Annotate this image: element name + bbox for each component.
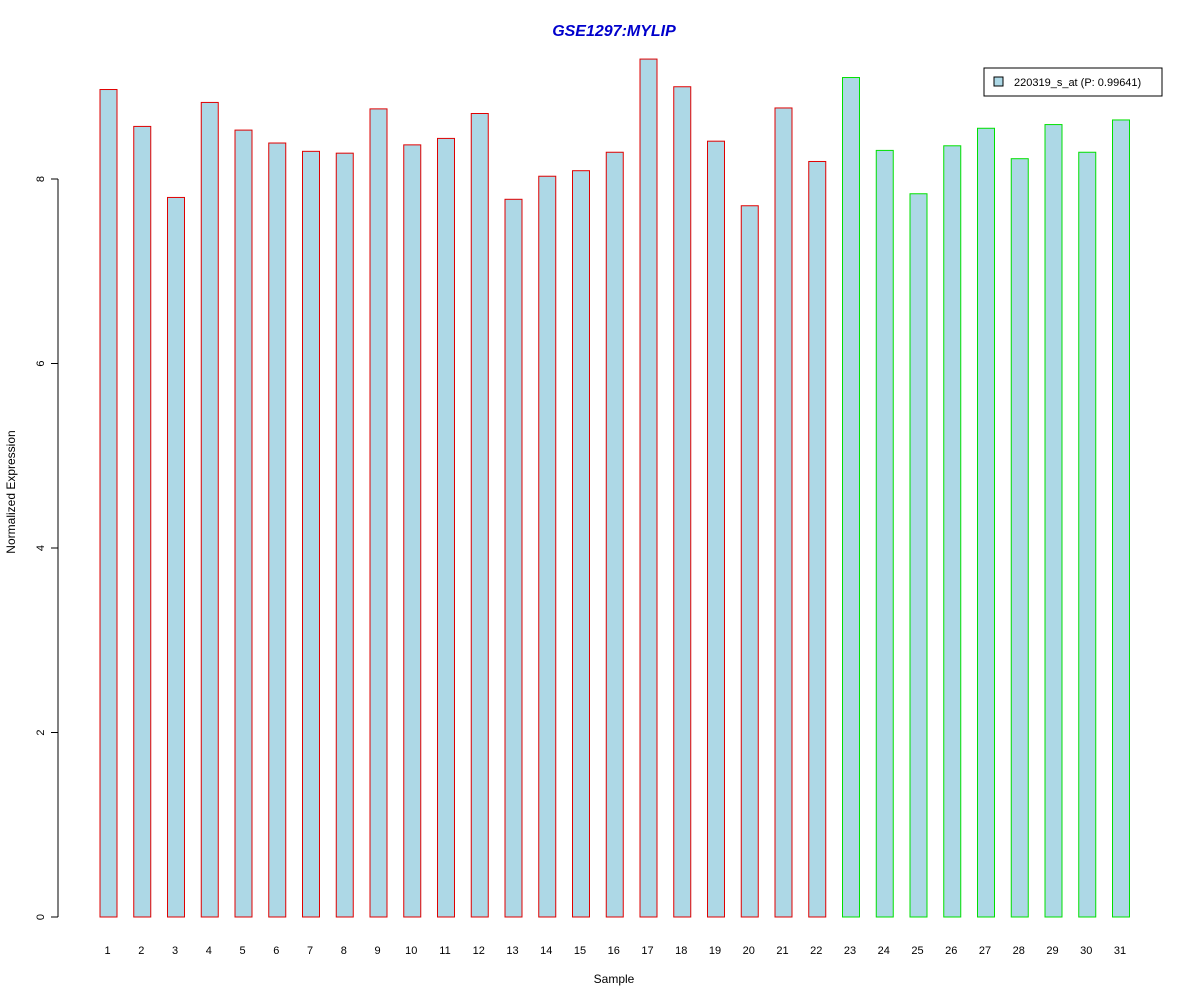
x-tick-label: 26 <box>945 945 957 957</box>
x-tick-label: 25 <box>911 945 923 957</box>
bar-sample-27 <box>977 127 995 918</box>
x-tick-label: 15 <box>574 945 586 957</box>
x-tick-label: 4 <box>206 945 212 957</box>
legend-box <box>983 67 1163 97</box>
bar-sample-25 <box>909 193 928 918</box>
bar-sample-21 <box>774 107 793 918</box>
bar-sample-31 <box>1112 119 1130 918</box>
x-tick-label: 27 <box>979 945 991 957</box>
bar-sample-6 <box>268 142 287 918</box>
y-tick-label: 4 <box>35 545 47 551</box>
bar-sample-1 <box>99 89 118 918</box>
bar-sample-29 <box>1044 124 1063 918</box>
x-tick-label: 14 <box>540 945 552 957</box>
bar-sample-2 <box>133 125 152 918</box>
bars <box>99 58 1130 918</box>
x-tick-label: 13 <box>506 945 518 957</box>
x-tick-label: 7 <box>307 945 313 957</box>
bar-sample-30 <box>1078 151 1097 918</box>
x-tick-label: 24 <box>878 945 890 957</box>
bar-sample-4 <box>200 101 219 918</box>
bar-sample-22 <box>808 160 827 918</box>
x-tick-label: 29 <box>1046 945 1058 957</box>
y-axis-label: Normalized Expression <box>4 430 18 553</box>
bar-sample-24 <box>875 149 894 918</box>
x-tick-label: 11 <box>439 945 450 957</box>
x-tick-label: 1 <box>104 945 110 957</box>
x-tick-label: 16 <box>608 945 620 957</box>
bar-sample-10 <box>403 144 422 918</box>
x-tick-label: 22 <box>810 945 822 957</box>
x-tick-label: 21 <box>776 945 788 957</box>
y-axis: 0 2 4 6 8 <box>35 176 59 920</box>
bar-sample-11 <box>437 137 455 918</box>
x-tick-label: 20 <box>743 945 755 957</box>
x-tick-label: 31 <box>1114 945 1126 957</box>
legend-swatch <box>993 76 1004 87</box>
bar-sample-14 <box>538 175 557 918</box>
bar-sample-19 <box>707 140 725 918</box>
bar-sample-9 <box>369 108 388 918</box>
bar-sample-8 <box>335 152 354 918</box>
x-axis-label: Sample <box>594 972 635 986</box>
chart-title: GSE1297:MYLIP <box>552 23 676 40</box>
x-tick-label: 6 <box>273 945 279 957</box>
bar-sample-23 <box>842 77 860 918</box>
bar-sample-7 <box>302 150 320 918</box>
legend: 220319_s_at (P: 0.99641) <box>983 67 1163 97</box>
bar-sample-26 <box>943 145 962 918</box>
x-tick-label: 5 <box>239 945 245 957</box>
bar-sample-3 <box>167 196 185 918</box>
x-tick-label: 12 <box>473 945 485 957</box>
x-tick-label: 9 <box>374 945 380 957</box>
y-tick-label: 0 <box>35 914 47 920</box>
y-tick-label: 8 <box>35 176 47 182</box>
bar-sample-13 <box>504 198 523 918</box>
bar-sample-16 <box>605 151 624 918</box>
y-tick-label: 6 <box>35 360 47 366</box>
x-tick-labels: 1 2 3 4 5 6 7 8 9 10 11 12 13 14 15 16 17 18 19 20 21 22 23 24 2… <box>104 945 1126 957</box>
bar-sample-17 <box>639 58 658 918</box>
bar-sample-15 <box>572 170 590 918</box>
x-tick-label: 2 <box>138 945 144 957</box>
y-tick-label: 2 <box>35 729 47 735</box>
bar-sample-20 <box>740 205 759 918</box>
x-tick-label: 28 <box>1013 945 1025 957</box>
x-tick-label: 30 <box>1080 945 1092 957</box>
x-tick-label: 18 <box>675 945 687 957</box>
x-tick-label: 3 <box>172 945 178 957</box>
x-tick-label: 8 <box>341 945 347 957</box>
bar-sample-5 <box>234 129 253 918</box>
legend-label: 220319_s_at (P: 0.99641) <box>1014 77 1141 89</box>
bar-sample-28 <box>1010 158 1029 918</box>
bar-sample-18 <box>673 86 692 918</box>
bar-sample-12 <box>470 113 489 918</box>
x-tick-label: 17 <box>641 945 653 957</box>
x-tick-label: 19 <box>709 945 721 957</box>
x-tick-label: 10 <box>405 945 417 957</box>
x-tick-label: 23 <box>844 945 856 957</box>
